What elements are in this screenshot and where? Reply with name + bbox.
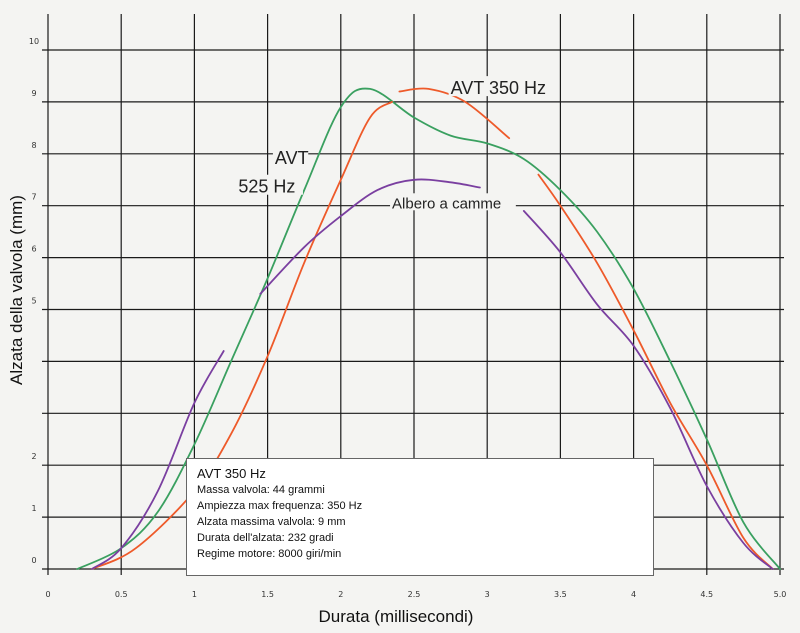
series-label: Albero a camme bbox=[392, 195, 501, 212]
info-line: Ampiezza max frequenza: 350 Hz bbox=[197, 500, 363, 512]
info-box: AVT 350 Hz Massa valvola: 44 grammi Ampi… bbox=[186, 458, 654, 576]
y-tick-label: 2 bbox=[31, 452, 36, 461]
y-tick-label: 5 bbox=[31, 297, 36, 306]
series-label-background bbox=[390, 193, 516, 211]
series-line-albero-a-camme bbox=[259, 178, 481, 295]
x-tick-label: 0 bbox=[45, 590, 50, 599]
series-label-background bbox=[448, 76, 557, 97]
series-label: AVT bbox=[275, 148, 309, 168]
x-tick-label: 3.5 bbox=[554, 590, 567, 599]
series-label-background bbox=[236, 174, 303, 195]
series-layer bbox=[76, 87, 781, 570]
info-line: Durata dell'alzata: 232 gradi bbox=[197, 532, 334, 544]
y-tick-label: 8 bbox=[31, 141, 36, 150]
x-tick-label: 1.5 bbox=[261, 590, 274, 599]
x-tick-label: 4.5 bbox=[700, 590, 713, 599]
x-axis-title: Durata (millisecondi) bbox=[319, 607, 474, 626]
series-line-avt-350-hz bbox=[398, 87, 511, 140]
series-line-avt-350-hz bbox=[91, 101, 393, 570]
y-tick-label: 7 bbox=[31, 193, 36, 202]
info-line: Regime motore: 8000 giri/min bbox=[197, 548, 342, 560]
y-tick-label: 6 bbox=[31, 245, 36, 254]
info-box-title: AVT 350 Hz bbox=[197, 466, 266, 481]
series-line-avt-350-hz bbox=[537, 173, 774, 570]
x-tick-label: 0.5 bbox=[115, 590, 128, 599]
x-tick-label: 1 bbox=[192, 590, 197, 599]
series-label-background bbox=[272, 146, 309, 167]
series-labels: AVT 525 Hz AVT 350 Hz Albero a camme bbox=[236, 76, 557, 212]
x-tick-label: 5.0 bbox=[774, 590, 787, 599]
series-line-albero-a-camme bbox=[522, 210, 774, 570]
series-line-avt-525-hz bbox=[76, 87, 781, 570]
y-tick-label: 10 bbox=[29, 37, 39, 46]
y-tick-label: 1 bbox=[31, 504, 36, 513]
x-tick-label: 3 bbox=[485, 590, 490, 599]
info-line: Alzata massima valvola: 9 mm bbox=[197, 516, 346, 528]
x-tick-label: 2.5 bbox=[408, 590, 421, 599]
x-tick-label: 2 bbox=[338, 590, 343, 599]
y-axis-title: Alzata della valvola (mm) bbox=[7, 195, 26, 385]
series-label: AVT 350 Hz bbox=[451, 78, 546, 98]
x-tick-label: 4 bbox=[631, 590, 636, 599]
y-tick-label: 9 bbox=[31, 89, 36, 98]
series-line-albero-a-camme bbox=[91, 350, 225, 570]
info-line: Massa valvola: 44 grammi bbox=[197, 484, 325, 496]
series-label: 525 Hz bbox=[238, 177, 295, 197]
y-tick-label: 0 bbox=[31, 556, 36, 565]
tick-labels: 0 0.5 1 1.5 2 2.5 3 3.5 4 4.5 5.0 0 1 2 5 6 7 8 9 10 bbox=[29, 37, 786, 599]
